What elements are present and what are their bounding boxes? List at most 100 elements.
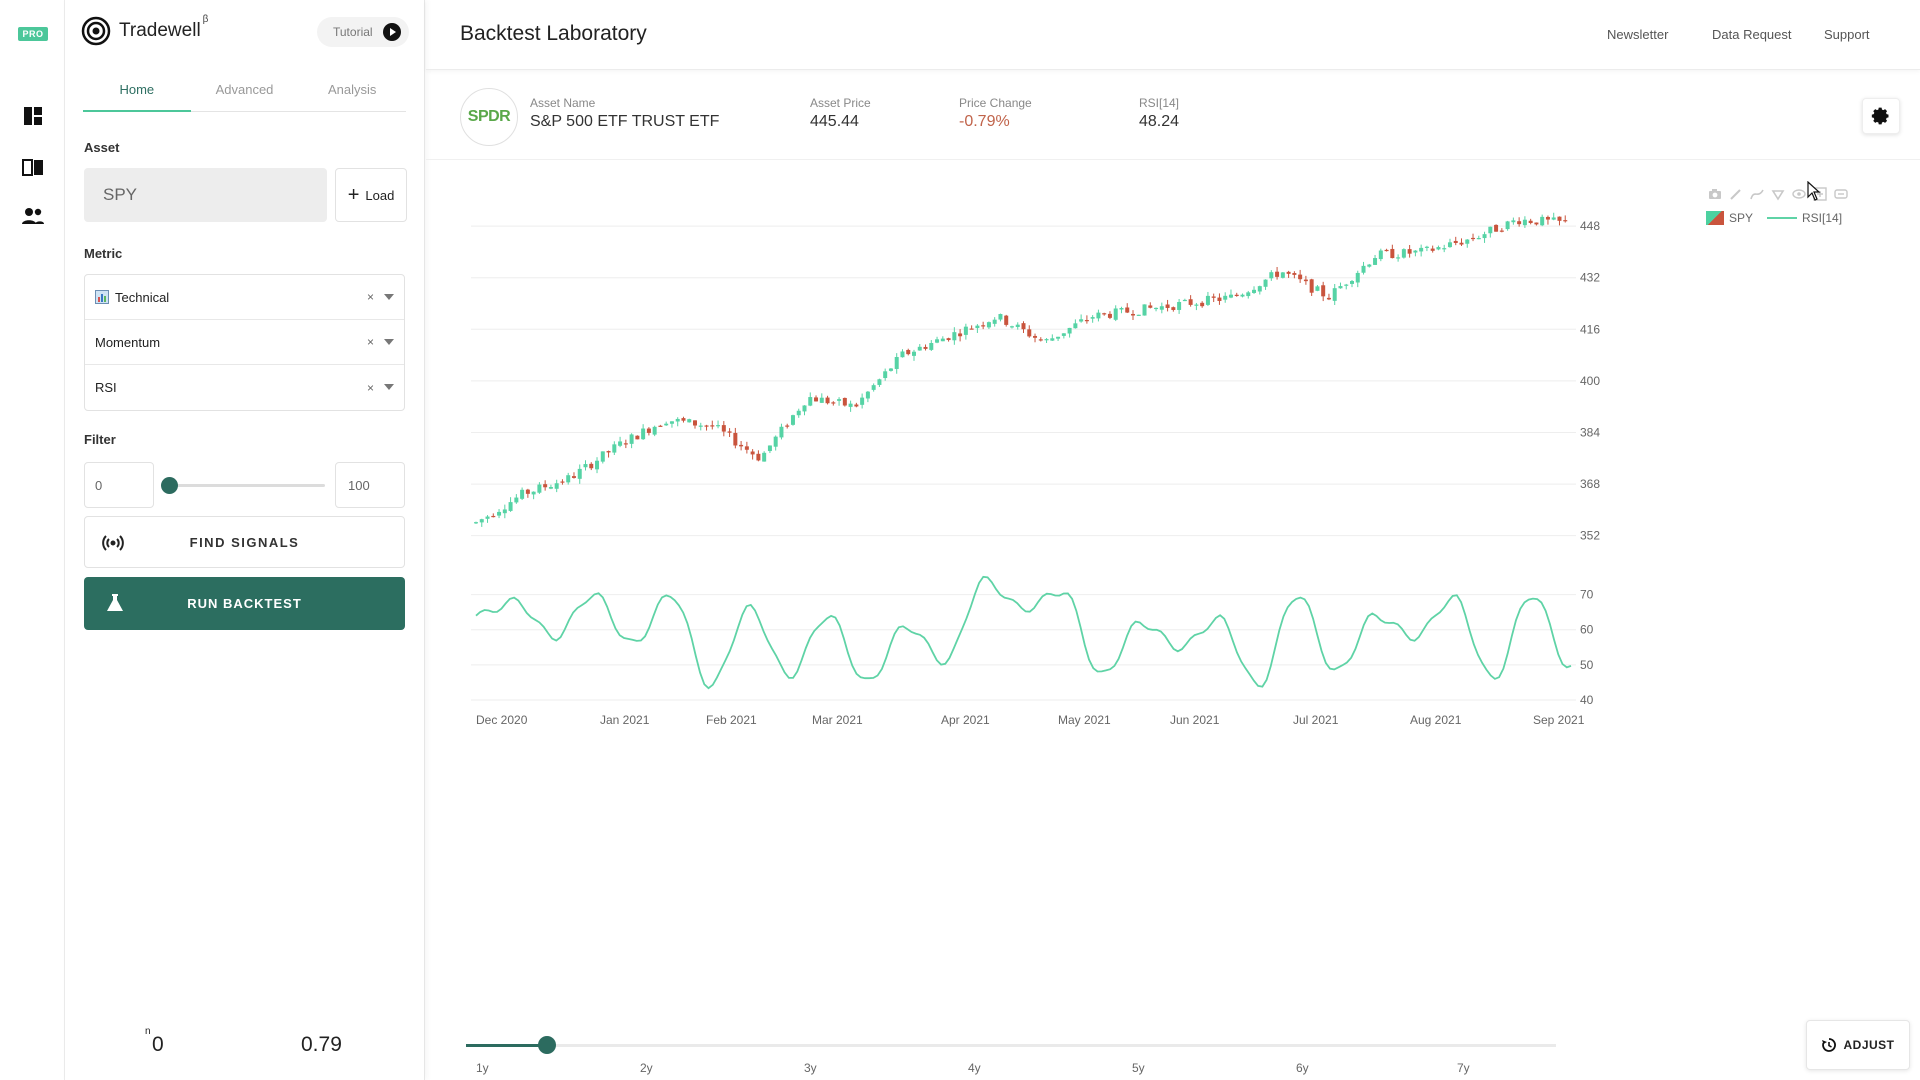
clear-icon[interactable]: ×: [366, 335, 374, 349]
range-tick-label: 3y: [804, 1061, 817, 1075]
newsletter-link[interactable]: Newsletter: [1607, 27, 1669, 42]
candle-body: [1373, 258, 1378, 265]
candle-body: [952, 332, 957, 341]
candle-body: [502, 509, 507, 514]
chevron-down-icon[interactable]: [384, 294, 394, 300]
chart-legend: SPY RSI[14]: [1706, 211, 1842, 225]
candle-body: [554, 483, 559, 489]
dashboard-icon[interactable]: [21, 104, 45, 128]
candle-body: [1326, 297, 1331, 300]
legend-item-rsi[interactable]: RSI[14]: [1767, 211, 1842, 225]
candle-body: [739, 444, 744, 447]
main-content: Backtest Laboratory Newsletter Data Requ…: [426, 0, 1920, 1080]
candle-body: [998, 314, 1003, 320]
candle-body: [906, 349, 911, 355]
clear-icon[interactable]: ×: [366, 380, 374, 395]
range-slider-thumb[interactable]: [538, 1036, 556, 1054]
candle-body: [940, 338, 945, 342]
x-tick-label: Jun 2021: [1170, 713, 1220, 727]
filter-slider-thumb[interactable]: [161, 477, 178, 494]
candle-body: [854, 404, 859, 407]
support-link[interactable]: Support: [1824, 27, 1870, 42]
candle-body: [1067, 327, 1072, 334]
candle-body: [1131, 313, 1135, 316]
asset-input[interactable]: [84, 168, 327, 222]
candle-body: [1165, 304, 1170, 308]
candle-body: [618, 441, 623, 446]
candle-body: [1447, 242, 1452, 248]
candle-body: [814, 397, 819, 402]
candle-body: [1551, 217, 1556, 220]
candle-body: [819, 397, 824, 403]
candle-body: [963, 326, 968, 335]
range-slider-fill: [466, 1044, 548, 1047]
draw-closed-path-icon[interactable]: [1771, 187, 1785, 201]
clear-icon[interactable]: ×: [366, 290, 374, 304]
tutorial-button[interactable]: Tutorial: [317, 17, 409, 47]
price-tick-label: 432: [1580, 271, 1600, 285]
play-icon: [382, 23, 401, 41]
rsi-tick-label: 60: [1580, 623, 1594, 637]
load-button[interactable]: + Load: [335, 168, 407, 222]
tab-analysis[interactable]: Analysis: [327, 82, 377, 97]
people-icon[interactable]: [21, 204, 45, 228]
chevron-down-icon[interactable]: [384, 384, 394, 390]
x-tick-label: Mar 2021: [812, 713, 863, 727]
price-change-value: -0.79%: [959, 113, 1010, 130]
book-icon[interactable]: [21, 155, 45, 179]
metric-select-category[interactable]: Technical ×: [85, 275, 404, 320]
tab-advanced[interactable]: Advanced: [215, 82, 274, 97]
candle-body: [837, 399, 842, 401]
candle-body: [629, 434, 634, 444]
run-backtest-button[interactable]: RUN BACKTEST: [84, 577, 405, 630]
adjust-button[interactable]: ADJUST: [1806, 1020, 1910, 1070]
candle-body: [583, 464, 588, 468]
candle-body: [1482, 234, 1487, 239]
candle-body: [525, 489, 530, 494]
x-tick-label: Sep 2021: [1533, 713, 1585, 727]
x-tick-label: Feb 2021: [706, 713, 757, 727]
tab-home[interactable]: Home: [83, 72, 191, 112]
candle-body: [1148, 305, 1153, 308]
candle-body: [698, 425, 703, 427]
data-request-link[interactable]: Data Request: [1712, 27, 1792, 42]
find-signals-button[interactable]: FIND SIGNALS: [84, 516, 405, 568]
candle-body: [571, 476, 576, 478]
draw-open-path-icon[interactable]: [1750, 187, 1764, 201]
asset-price-col: Asset Price 445.44: [810, 96, 871, 131]
filter-max-input[interactable]: [335, 462, 405, 508]
candle-body: [1269, 272, 1274, 279]
range-slider-track[interactable]: [466, 1044, 1556, 1047]
metric-select-group[interactable]: Momentum ×: [85, 320, 404, 365]
filter-slider-track[interactable]: [170, 484, 325, 487]
target-logo-icon: [81, 16, 111, 46]
x-tick-label: May 2021: [1058, 713, 1111, 727]
filter-min-input[interactable]: [84, 462, 154, 508]
candle-body: [785, 425, 790, 427]
legend-item-spy[interactable]: SPY: [1706, 211, 1753, 225]
brand: Tradewellβ: [81, 14, 208, 46]
candle-body: [1488, 226, 1493, 234]
stat-n-value: 0: [152, 1033, 164, 1056]
asset-price-value: 445.44: [810, 113, 859, 130]
candle-body: [1471, 237, 1476, 240]
draw-line-icon[interactable]: [1729, 187, 1743, 201]
price-rsi-chart[interactable]: 352 368 384 400 416 432 448 40 50 60 70 Dec 2020 J…: [426, 160, 1920, 900]
settings-button[interactable]: [1862, 98, 1900, 134]
candle-body: [1367, 264, 1372, 267]
candle-body: [1033, 335, 1038, 338]
sidebar: Tradewellβ Tutorial Home Advanced Analys…: [65, 0, 425, 1080]
eye-icon[interactable]: [1792, 187, 1806, 201]
stat-n-superscript: n: [145, 1026, 151, 1037]
camera-icon[interactable]: [1708, 187, 1722, 201]
legend-label-rsi: RSI[14]: [1802, 211, 1843, 225]
asset-name-col: Asset Name S&P 500 ETF TRUST ETF: [530, 96, 719, 131]
top-bar: Backtest Laboratory Newsletter Data Requ…: [426, 0, 1920, 70]
mouse-cursor-icon: [1807, 181, 1821, 201]
candle-body: [1396, 257, 1401, 259]
candle-body: [1096, 312, 1101, 319]
reset-axes-icon[interactable]: [1834, 187, 1848, 201]
metric-select-indicator[interactable]: RSI ×: [85, 365, 404, 410]
candle-body: [1102, 313, 1107, 315]
chevron-down-icon[interactable]: [384, 339, 394, 345]
